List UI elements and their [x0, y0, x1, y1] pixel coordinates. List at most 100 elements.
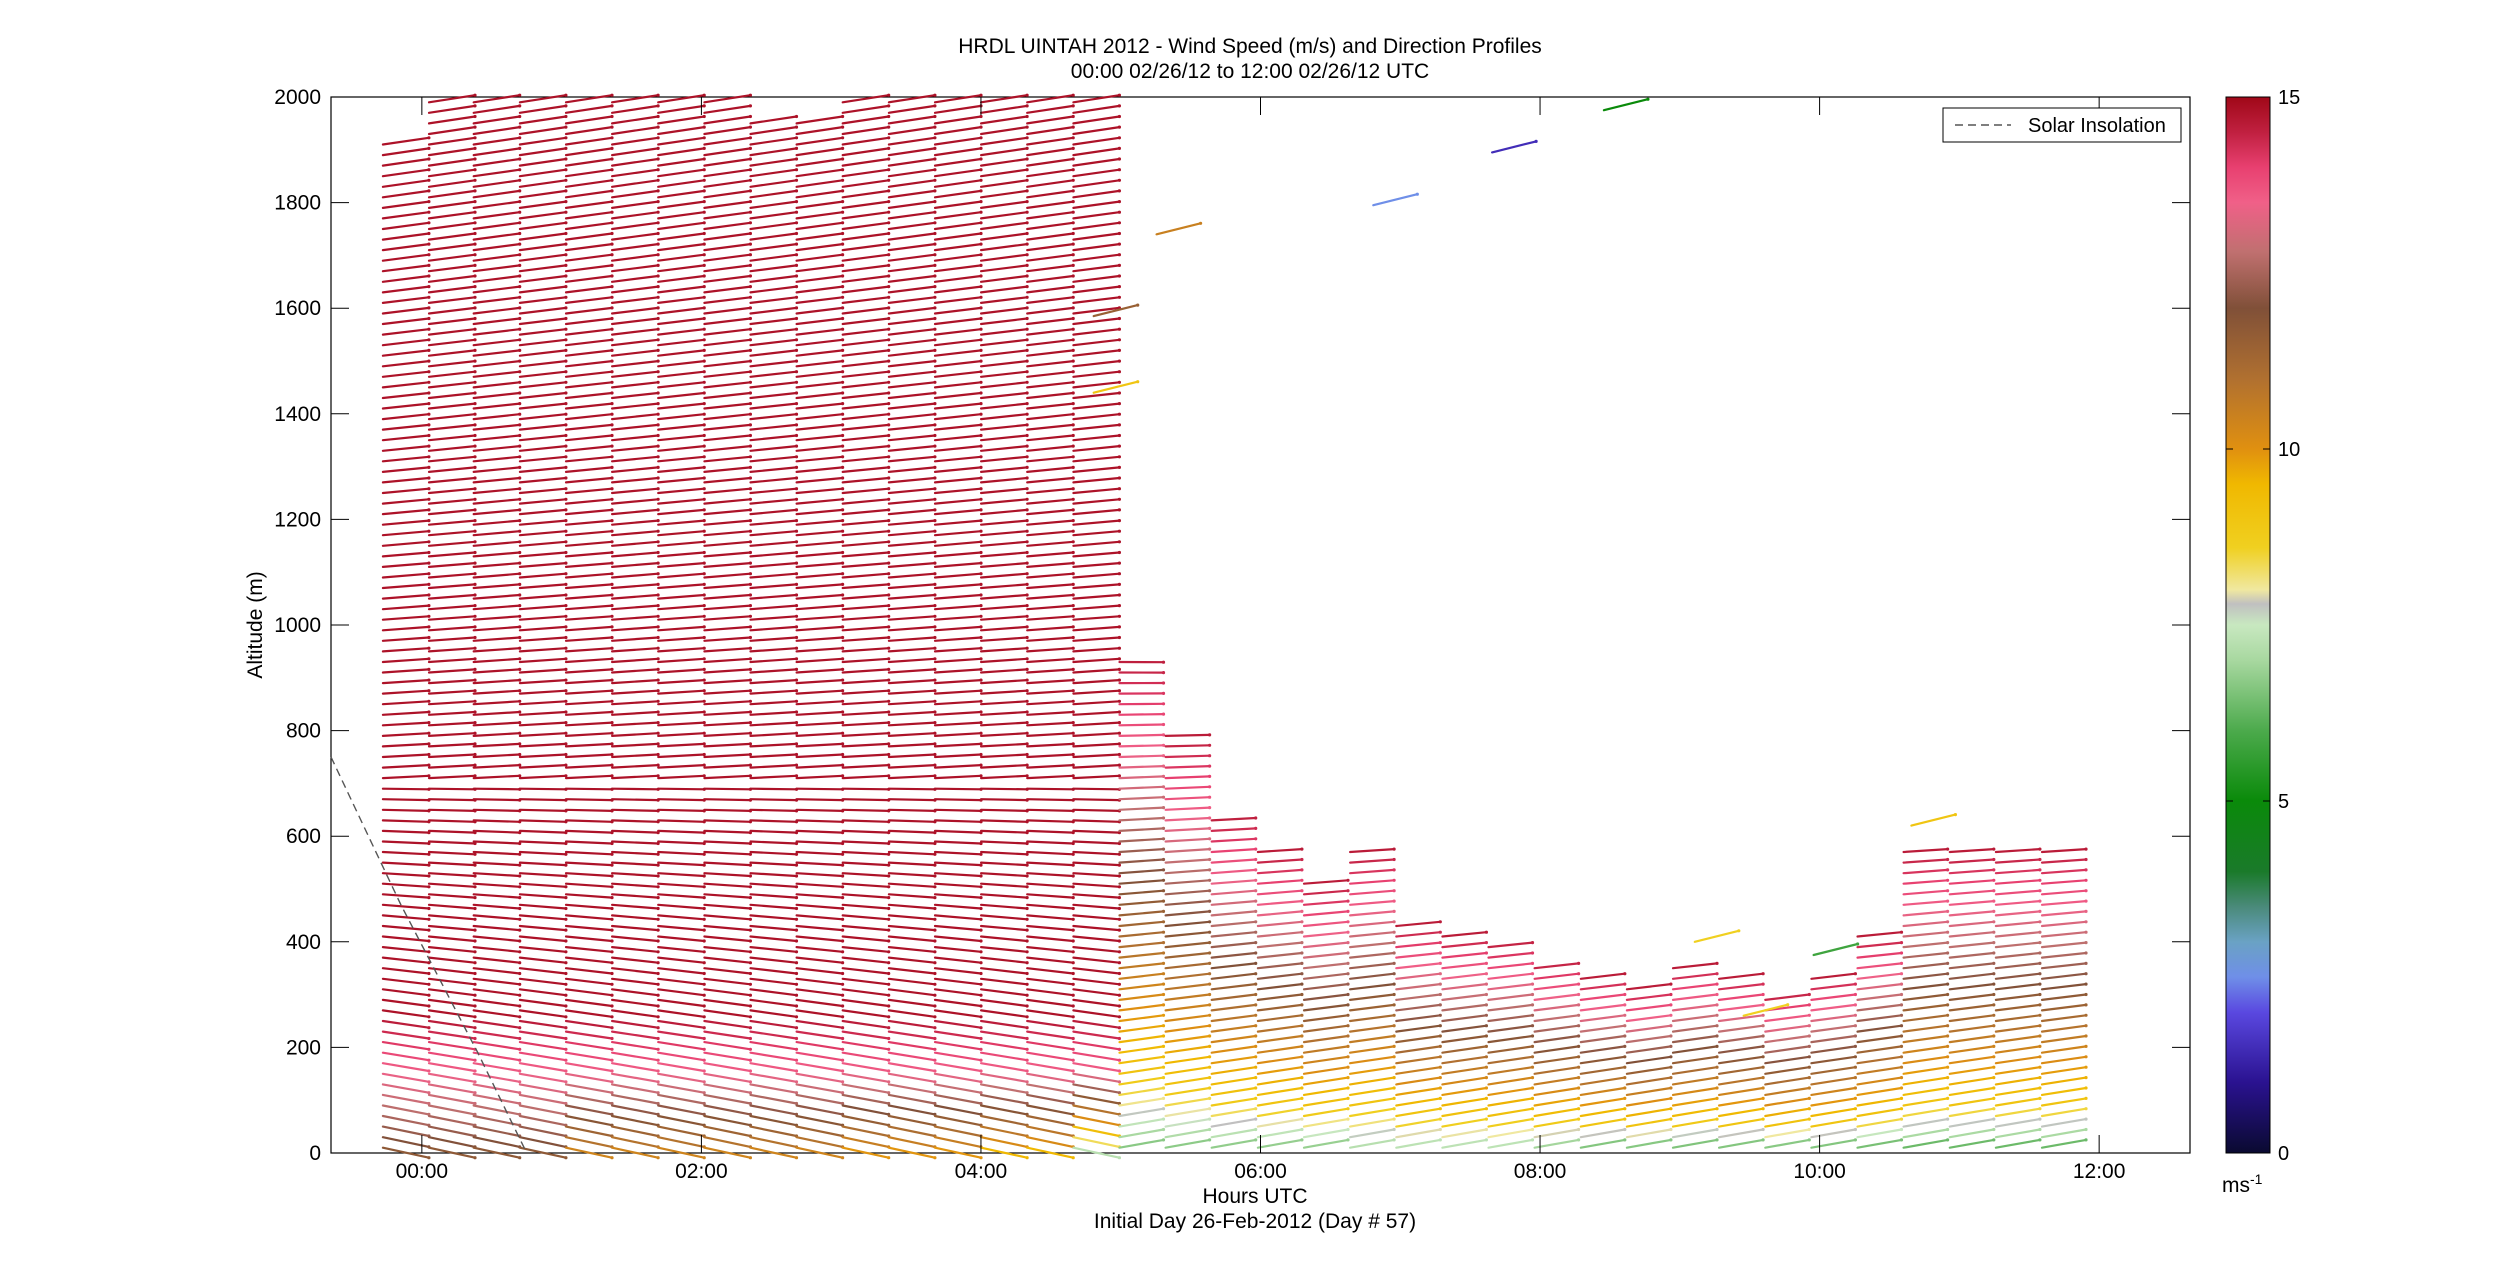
wind-barb — [795, 381, 844, 389]
wind-barb — [749, 530, 798, 537]
wind-barb — [1625, 1138, 1673, 1149]
wind-barb-head — [748, 402, 753, 406]
wind-barb-head — [887, 253, 891, 257]
wind-barb-head — [1300, 1096, 1304, 1100]
wind-barb-head — [748, 412, 753, 416]
wind-barb — [979, 977, 1029, 986]
wind-barb — [1902, 1107, 1949, 1118]
wind-barb-head — [794, 1101, 799, 1106]
wind-barb — [749, 211, 798, 220]
wind-barb-head — [427, 582, 431, 587]
wind-barb — [427, 370, 477, 378]
wind-barb — [841, 1009, 890, 1018]
wind-barb — [610, 808, 660, 813]
wind-barb — [381, 147, 430, 157]
wind-barb — [1487, 1086, 1534, 1097]
wind-barb — [1902, 1086, 1949, 1097]
wind-barb — [1487, 1066, 1534, 1075]
wind-barb — [427, 360, 477, 368]
wind-barb — [1118, 1107, 1165, 1118]
wind-barb-head — [2084, 1034, 2088, 1038]
wind-barb — [703, 710, 752, 716]
wind-barb-head — [656, 465, 660, 469]
wind-barb — [657, 604, 706, 611]
wind-barb-head — [1208, 972, 1212, 976]
wind-barb-head — [933, 519, 937, 523]
wind-barb-head — [656, 497, 660, 501]
wind-barb-head — [794, 841, 799, 846]
wind-barb-head — [564, 487, 568, 491]
wind-barb-head — [1715, 1107, 1719, 1111]
wind-barb-head — [1623, 1138, 1627, 1142]
wind-barb-head — [1438, 1044, 1442, 1048]
wind-barb-head — [1300, 951, 1304, 955]
wind-barb — [933, 700, 983, 706]
wind-barb-head — [794, 231, 799, 236]
wind-barb — [841, 94, 890, 104]
wind-barb-head — [1577, 1107, 1581, 1111]
wind-barb-head — [1992, 1013, 1996, 1017]
y-tick-label: 2000 — [274, 86, 321, 109]
wind-barb — [1395, 931, 1442, 938]
wind-barb-head — [1117, 657, 1121, 661]
wind-barb-head — [841, 896, 845, 900]
wind-barb — [1026, 945, 1075, 953]
wind-barb-head — [1208, 1086, 1212, 1090]
wind-barb — [1164, 889, 1211, 896]
wind-barb-head — [564, 508, 568, 512]
wind-barb — [610, 115, 660, 125]
wind-barb — [610, 625, 660, 632]
wind-barb-head — [518, 231, 522, 236]
wind-barb — [1948, 1107, 1995, 1118]
wind-barb — [1072, 1093, 1121, 1105]
wind-barb — [518, 243, 568, 252]
wind-barb — [1579, 1107, 1626, 1118]
wind-barb — [1026, 924, 1075, 932]
wind-barb — [841, 742, 890, 748]
wind-barb-head — [1853, 992, 1857, 997]
wind-barb — [933, 850, 983, 856]
wind-barb — [841, 850, 890, 856]
wind-barb-head — [887, 646, 891, 650]
wind-barb-head — [1484, 1065, 1488, 1069]
wind-barb — [841, 1030, 890, 1040]
wind-barb — [381, 179, 430, 188]
wind-barb-head — [1071, 125, 1075, 129]
wind-barb-head — [1530, 1117, 1535, 1121]
wind-barb — [518, 328, 568, 336]
wind-barb — [564, 232, 614, 241]
wind-barb-head — [1761, 1076, 1765, 1080]
wind-barb-head — [610, 370, 614, 374]
wind-barb — [933, 189, 983, 199]
wind-barb-head — [702, 939, 706, 943]
wind-barb-head — [1025, 928, 1029, 932]
wind-barb — [657, 370, 706, 378]
wind-barb-head — [518, 896, 522, 900]
wind-barb — [1072, 328, 1121, 336]
wind-barb — [472, 445, 521, 452]
wind-barb-head — [518, 114, 522, 119]
wind-barb-head — [1300, 1065, 1304, 1069]
wind-barb — [610, 561, 660, 569]
wind-barb-head — [748, 1080, 753, 1084]
wind-barb-head — [2084, 1096, 2088, 1100]
wind-barb-head — [1392, 878, 1396, 882]
wind-barb-head — [473, 742, 477, 746]
wind-barb-head — [748, 982, 753, 986]
wind-barb — [1072, 189, 1121, 199]
wind-barb-head — [656, 863, 660, 867]
wind-barb-head — [748, 433, 753, 438]
wind-barb — [1164, 858, 1211, 864]
wind-barb — [472, 508, 521, 516]
wind-barb-head — [656, 168, 660, 172]
wind-barb-head — [610, 699, 614, 703]
wind-barb — [1579, 1055, 1626, 1065]
wind-barb — [518, 1125, 568, 1138]
wind-barb — [518, 466, 568, 473]
wind-barb-head — [1577, 1024, 1581, 1028]
wind-barb — [1026, 1093, 1075, 1105]
wind-barb-head — [1071, 391, 1075, 395]
wind-barb-head — [748, 885, 753, 889]
wind-barb-head — [748, 200, 753, 204]
